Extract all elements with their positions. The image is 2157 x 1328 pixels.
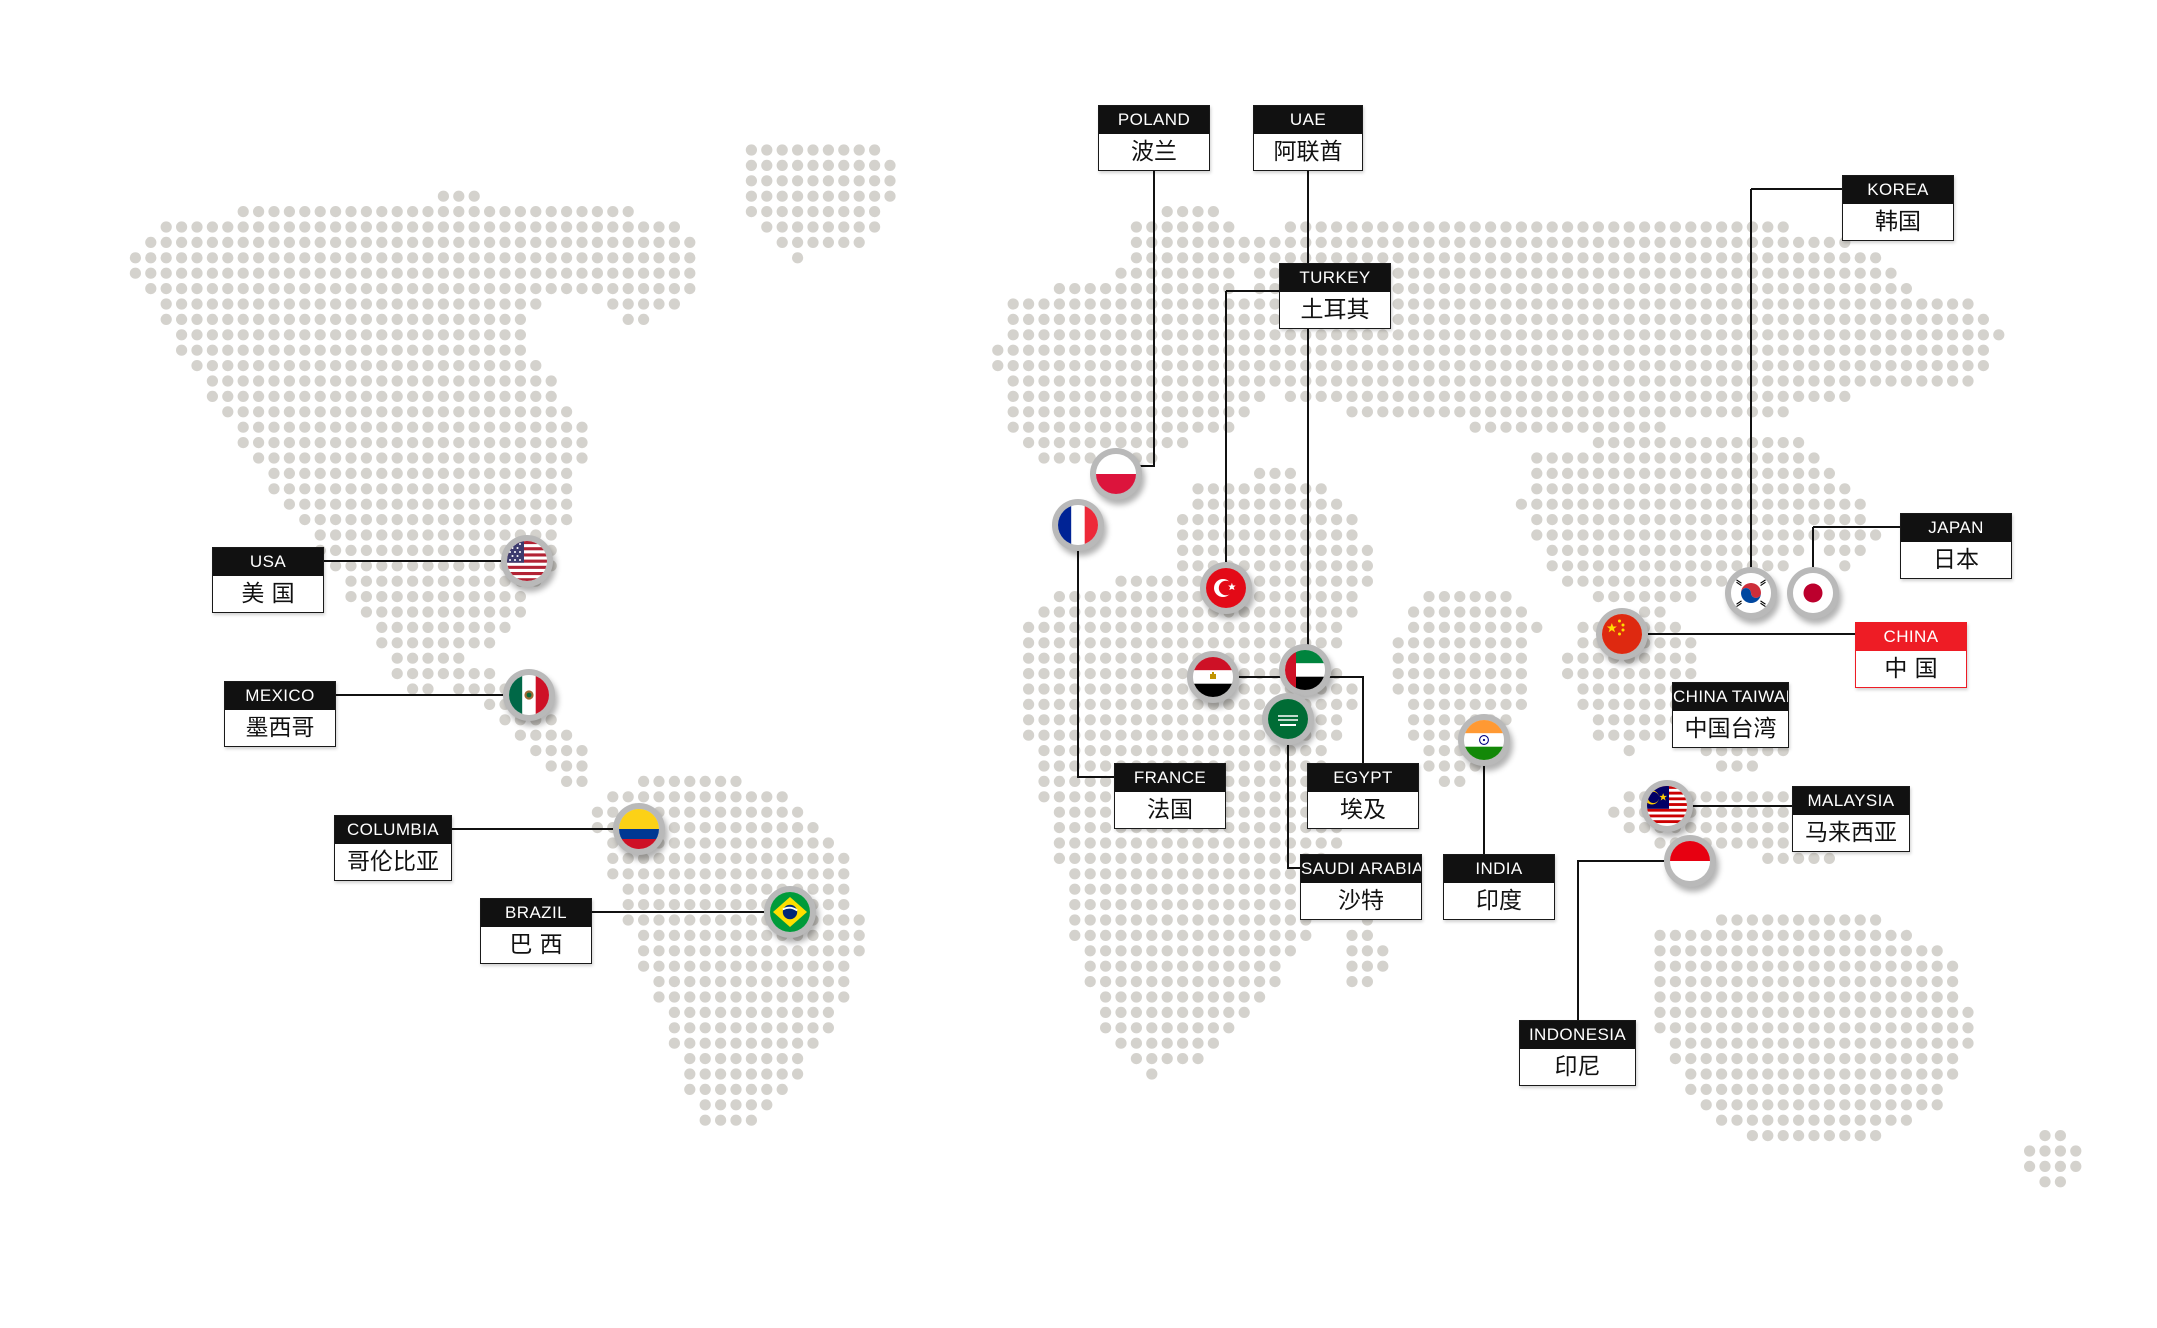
country-label-china[interactable]: CHINA 中 国: [1855, 622, 1967, 688]
country-name-en-brazil: BRAZIL: [481, 899, 591, 927]
country-label-japan[interactable]: JAPAN 日本: [1900, 513, 2012, 579]
country-name-en-malaysia: MALAYSIA: [1793, 787, 1909, 815]
flag-turkey: [1206, 568, 1246, 608]
flag-france: [1058, 505, 1098, 545]
country-label-india[interactable]: INDIA 印度: [1443, 854, 1555, 920]
flag-poland: [1096, 454, 1136, 494]
flag-pin-usa[interactable]: [501, 535, 553, 587]
flag-japan: [1793, 573, 1833, 613]
country-name-zh-china-taiwan: 中国台湾: [1673, 711, 1788, 747]
flag-pin-columbia[interactable]: [613, 803, 665, 855]
flag-saudi: [1268, 699, 1308, 739]
flag-pin-france[interactable]: [1052, 499, 1104, 551]
flag-pin-indonesia[interactable]: [1664, 835, 1716, 887]
country-name-zh-brazil: 巴 西: [481, 927, 591, 963]
flag-egypt: [1193, 657, 1233, 697]
country-name-en-egypt: EGYPT: [1308, 764, 1418, 792]
flag-columbia: [619, 809, 659, 849]
flag-uae: [1285, 650, 1325, 690]
country-name-en-turkey: TURKEY: [1280, 264, 1390, 292]
country-name-en-japan: JAPAN: [1901, 514, 2011, 542]
country-label-indonesia[interactable]: INDONESIA 印尼: [1519, 1020, 1636, 1086]
country-name-en-france: FRANCE: [1115, 764, 1225, 792]
country-name-zh-columbia: 哥伦比亚: [335, 844, 451, 880]
flag-pin-poland[interactable]: [1090, 448, 1142, 500]
country-label-malaysia[interactable]: MALAYSIA 马来西亚: [1792, 786, 1910, 852]
country-name-en-china-taiwan: CHINA TAIWAN: [1673, 683, 1788, 711]
country-name-en-uae: UAE: [1254, 106, 1362, 134]
flag-korea: [1731, 573, 1771, 613]
flag-pin-malaysia[interactable]: [1641, 780, 1693, 832]
country-name-zh-uae: 阿联酋: [1254, 134, 1362, 170]
country-label-usa[interactable]: USA 美 国: [212, 547, 324, 613]
flag-pin-saudi-arabia[interactable]: [1262, 693, 1314, 745]
country-name-en-china: CHINA: [1856, 623, 1966, 651]
country-label-poland[interactable]: POLAND 波兰: [1098, 105, 1210, 171]
flag-indonesia: [1670, 841, 1710, 881]
flag-pin-egypt[interactable]: [1187, 651, 1239, 703]
flag-pin-turkey[interactable]: [1200, 562, 1252, 614]
flag-pin-japan[interactable]: [1787, 567, 1839, 619]
country-label-turkey[interactable]: TURKEY 土耳其: [1279, 263, 1391, 329]
country-name-en-poland: POLAND: [1099, 106, 1209, 134]
flag-pin-uae[interactable]: [1279, 644, 1331, 696]
country-name-zh-saudi-arabia: 沙特: [1301, 883, 1421, 919]
country-name-en-saudi-arabia: SAUDI ARABIA: [1301, 855, 1421, 883]
flag-pin-china[interactable]: [1596, 608, 1648, 660]
country-name-en-korea: KOREA: [1843, 176, 1953, 204]
country-name-zh-mexico: 墨西哥: [225, 710, 335, 746]
country-name-zh-france: 法国: [1115, 792, 1225, 828]
flag-china: [1602, 614, 1642, 654]
country-name-zh-china: 中 国: [1856, 651, 1966, 687]
flag-malaysia: [1647, 786, 1687, 826]
flag-pin-korea[interactable]: [1725, 567, 1777, 619]
country-label-columbia[interactable]: COLUMBIA 哥伦比亚: [334, 815, 452, 881]
country-label-china-taiwan[interactable]: CHINA TAIWAN 中国台湾: [1672, 682, 1789, 748]
country-name-en-indonesia: INDONESIA: [1520, 1021, 1635, 1049]
country-name-zh-usa: 美 国: [213, 576, 323, 612]
flag-mexico: [509, 675, 549, 715]
flag-pin-india[interactable]: [1458, 714, 1510, 766]
country-name-en-usa: USA: [213, 548, 323, 576]
country-label-egypt[interactable]: EGYPT 埃及: [1307, 763, 1419, 829]
country-label-korea[interactable]: KOREA 韩国: [1842, 175, 1954, 241]
country-name-en-india: INDIA: [1444, 855, 1554, 883]
country-name-zh-india: 印度: [1444, 883, 1554, 919]
country-name-zh-indonesia: 印尼: [1520, 1049, 1635, 1085]
country-name-en-columbia: COLUMBIA: [335, 816, 451, 844]
country-label-saudi-arabia[interactable]: SAUDI ARABIA 沙特: [1300, 854, 1422, 920]
country-label-france[interactable]: FRANCE 法国: [1114, 763, 1226, 829]
country-label-uae[interactable]: UAE 阿联酋: [1253, 105, 1363, 171]
flag-brazil: [770, 892, 810, 932]
country-name-zh-malaysia: 马来西亚: [1793, 815, 1909, 851]
country-name-zh-japan: 日本: [1901, 542, 2011, 578]
country-label-brazil[interactable]: BRAZIL 巴 西: [480, 898, 592, 964]
country-name-zh-korea: 韩国: [1843, 204, 1953, 240]
country-label-mexico[interactable]: MEXICO 墨西哥: [224, 681, 336, 747]
flag-usa: [507, 541, 547, 581]
country-name-en-mexico: MEXICO: [225, 682, 335, 710]
flag-pin-brazil[interactable]: [764, 886, 816, 938]
country-name-zh-turkey: 土耳其: [1280, 292, 1390, 328]
flag-pin-mexico[interactable]: [503, 669, 555, 721]
country-name-zh-poland: 波兰: [1099, 134, 1209, 170]
flag-india: [1464, 720, 1504, 760]
country-name-zh-egypt: 埃及: [1308, 792, 1418, 828]
